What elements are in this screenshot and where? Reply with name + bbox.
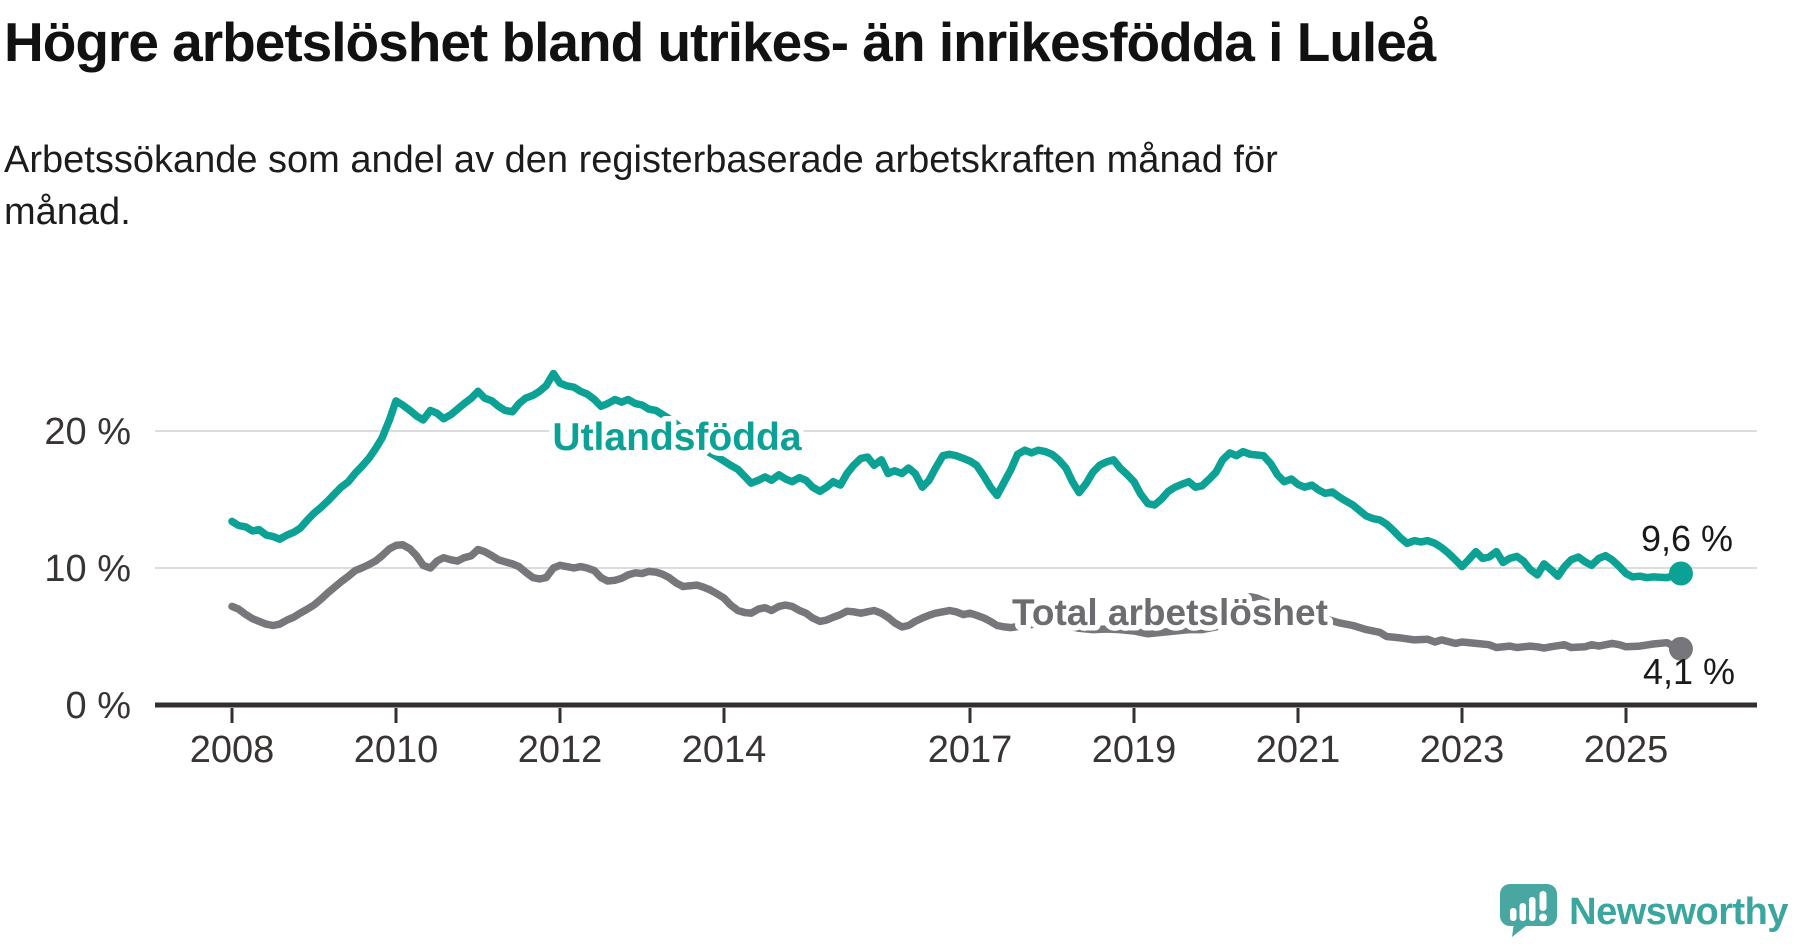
series-line-total: [228, 540, 1685, 653]
x-axis-tick-label: 2025: [1584, 729, 1669, 771]
chart-title: Högre arbetslöshet bland utrikes- än inr…: [4, 11, 1436, 73]
x-axis-tick-label: 2012: [518, 729, 603, 771]
newsworthy-logo-text: Newsworthy: [1569, 890, 1788, 933]
y-axis-tick-label: 0 %: [66, 685, 131, 727]
x-axis-tick-label: 2014: [682, 729, 767, 771]
series-label-total: Total arbetslöshet: [1012, 592, 1328, 633]
series-label-utlandsfodda: Utlandsfödda: [552, 416, 801, 459]
chart-subtitle-line1: Arbetssökande som andel av den registerb…: [4, 139, 1278, 181]
newsworthy-branding: Newsworthy: [1500, 884, 1788, 940]
chart-subtitle: Arbetssökande som andel av den registerb…: [4, 134, 1278, 238]
series-line-utlandsfodda: [228, 369, 1685, 582]
chart-subtitle-line2: månad.: [4, 191, 131, 233]
series-end-value-total: 4,1 %: [1643, 651, 1735, 692]
x-axis-tick-label: 2023: [1420, 729, 1505, 771]
x-axis-tick-label: 2017: [928, 729, 1013, 771]
x-axis-tick-label: 2021: [1256, 729, 1341, 771]
series-end-value-utlandsfodda: 9,6 %: [1641, 518, 1733, 559]
x-axis-tick-label: 2010: [354, 729, 439, 771]
x-axis-tick-label: 2008: [190, 729, 275, 771]
y-axis-tick-label: 20 %: [44, 411, 131, 453]
series-end-dot-total: [1668, 636, 1693, 661]
newsworthy-logo-icon: [1500, 884, 1558, 937]
series-end-dot-utlandsfodda: [1668, 561, 1693, 586]
y-axis-tick-label: 10 %: [44, 548, 131, 590]
x-axis-tick-label: 2019: [1092, 729, 1177, 771]
